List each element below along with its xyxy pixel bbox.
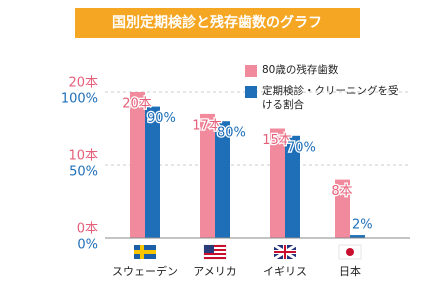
- legend-pink: 80歳の残存歯数: [262, 64, 339, 76]
- y2-tick-label: 50%: [69, 165, 98, 180]
- flag-uk: [273, 243, 297, 261]
- title-banner: [75, 8, 360, 38]
- bar: [215, 121, 230, 238]
- value-label: 80%: [217, 126, 246, 141]
- value-label: 15本: [262, 133, 292, 148]
- bar: [130, 92, 145, 238]
- flag-usa: [203, 244, 227, 260]
- bar: [335, 179, 350, 238]
- y-tick-label: 20本: [68, 76, 98, 91]
- value-label: 2%: [352, 218, 373, 233]
- bar: [145, 106, 160, 238]
- x-tick-label: スウェーデン: [112, 264, 178, 278]
- y-tick-label: 0本: [77, 222, 98, 237]
- y2-tick-label: 100%: [61, 92, 98, 107]
- bar: [270, 128, 285, 238]
- value-label: 70%: [287, 140, 316, 155]
- value-label: 17本: [192, 118, 222, 133]
- y-tick-label: 10本: [68, 149, 98, 164]
- bar: [285, 135, 300, 238]
- bar: [200, 113, 215, 238]
- x-tick-label: 日本: [339, 264, 361, 278]
- flag-sweden: [134, 245, 156, 259]
- x-tick-label: イギリス: [263, 265, 307, 278]
- value-label: 8本: [331, 184, 352, 199]
- chart-title: 国別定期検診と残存歯数のグラフ: [112, 14, 322, 31]
- legend-swatch: [245, 86, 257, 98]
- value-label: 90%: [147, 111, 176, 126]
- value-label: 20本: [122, 97, 152, 112]
- flag-japan: [338, 244, 362, 260]
- legend-blue: 定期検診・クリーニングを受ける割合: [262, 85, 399, 111]
- legend-swatch: [245, 65, 257, 77]
- y2-tick-label: 0%: [77, 238, 98, 253]
- x-tick-label: アメリカ: [193, 265, 236, 278]
- bar: [350, 235, 365, 238]
